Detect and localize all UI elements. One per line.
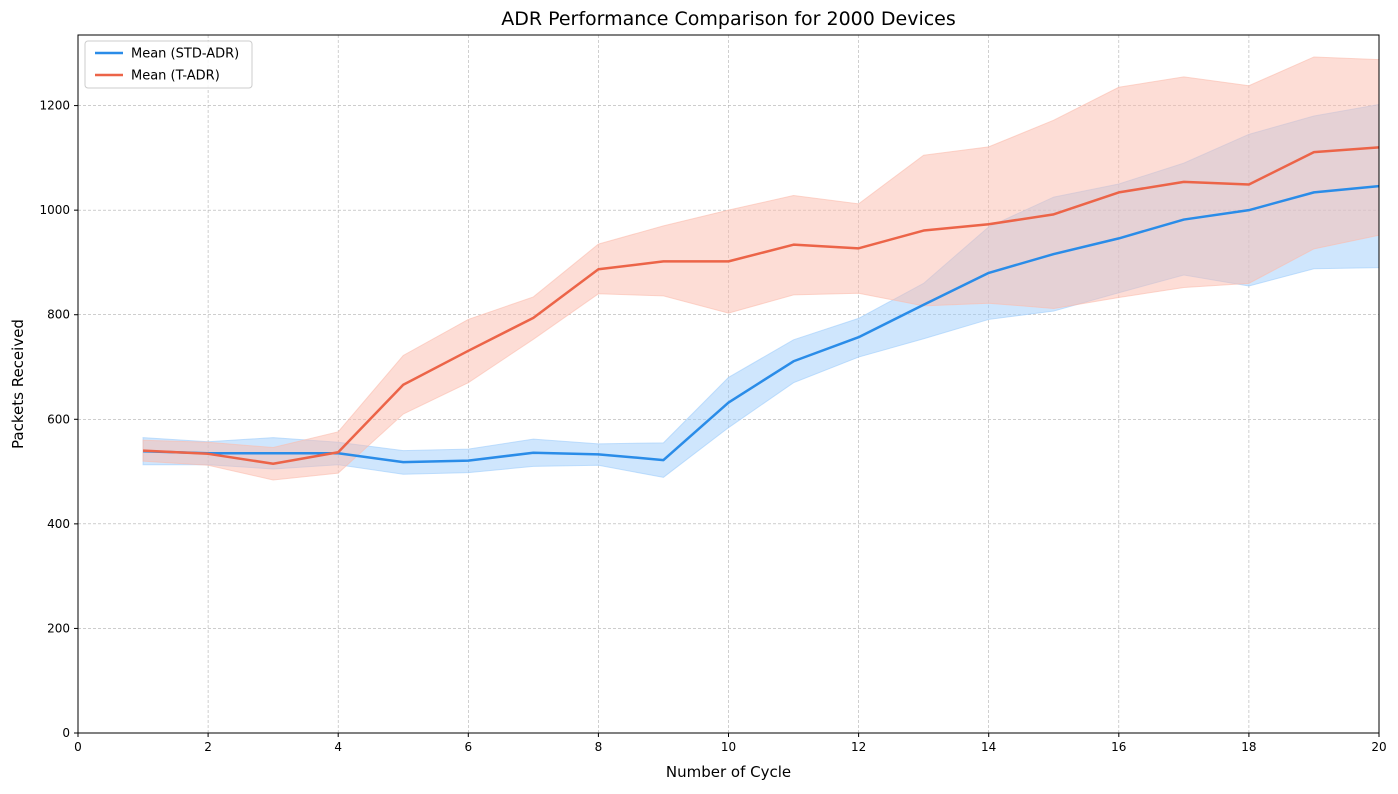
x-tick-label: 4 [334,740,342,754]
x-tick-label: 18 [1241,740,1256,754]
x-tick-label: 14 [981,740,996,754]
legend: Mean (STD-ADR) Mean (T-ADR) [85,41,252,88]
chart-title: ADR Performance Comparison for 2000 Devi… [501,8,956,30]
x-tick-label: 10 [721,740,736,754]
y-axis-label: Packets Received [9,319,27,449]
y-tick-label: 800 [47,308,70,322]
y-tick-label: 600 [47,412,70,426]
x-tick-label: 0 [74,740,82,754]
confidence-band-1 [143,57,1379,480]
y-tick-label: 200 [47,621,70,635]
y-tick-label: 400 [47,517,70,531]
y-tick-label: 1200 [39,99,70,113]
x-tick-label: 20 [1371,740,1386,754]
y-tick-label: 0 [62,726,70,740]
x-tick-label: 2 [204,740,212,754]
x-tick-label: 12 [851,740,866,754]
legend-label-0: Mean (STD-ADR) [131,47,239,62]
legend-label-1: Mean (T-ADR) [131,69,220,84]
x-tick-label: 16 [1111,740,1126,754]
plot-area [143,57,1379,480]
x-axis-label: Number of Cycle [666,763,791,781]
x-tick-label: 8 [595,740,603,754]
y-tick-label: 1000 [39,203,70,217]
x-tick-label: 6 [464,740,472,754]
